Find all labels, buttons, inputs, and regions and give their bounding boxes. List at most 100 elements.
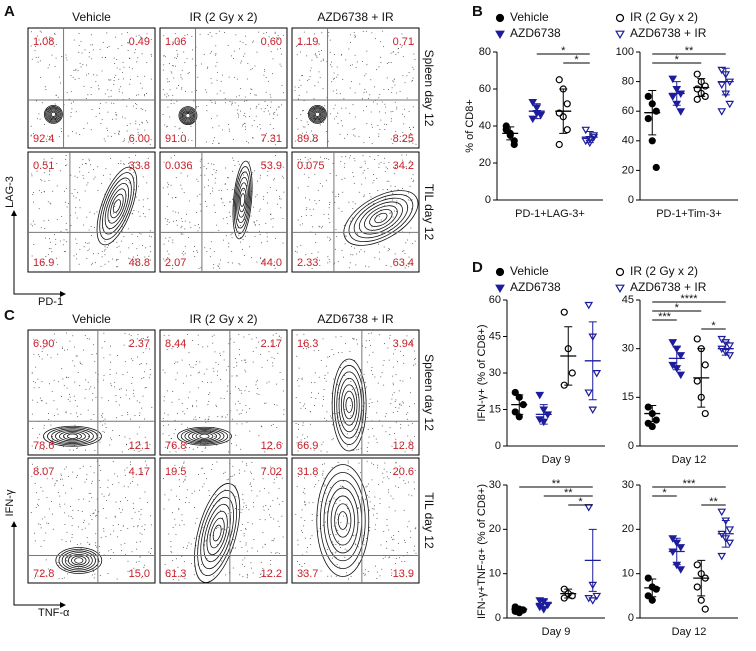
event-dot: [396, 211, 397, 212]
event-dot: [281, 66, 282, 67]
event-dot: [111, 90, 112, 91]
event-dot: [138, 334, 139, 335]
event-dot: [125, 497, 126, 498]
event-dot: [338, 412, 339, 413]
event-dot: [151, 548, 152, 549]
event-dot: [99, 113, 100, 114]
event-dot: [344, 409, 345, 410]
event-dot: [272, 226, 273, 227]
event-dot: [175, 534, 176, 535]
event-dot: [194, 538, 195, 539]
event-dot: [64, 504, 65, 505]
event-dot: [333, 498, 334, 499]
event-dot: [337, 530, 338, 531]
event-dot: [297, 486, 298, 487]
event-dot: [386, 413, 387, 414]
y-tick-label: 0: [495, 612, 501, 624]
event-dot: [85, 398, 86, 399]
event-dot: [206, 478, 207, 479]
event-dot: [56, 480, 57, 481]
quadrant-value: 8.07: [33, 466, 54, 478]
event-dot: [55, 66, 56, 67]
event-dot: [385, 112, 386, 113]
event-dot: [318, 252, 319, 253]
event-dot: [116, 242, 117, 243]
event-dot: [54, 415, 55, 416]
event-dot: [115, 112, 116, 113]
event-dot: [189, 352, 190, 353]
event-dot: [268, 110, 269, 111]
event-dot: [366, 340, 367, 341]
event-dot: [175, 420, 176, 421]
event-dot: [93, 554, 94, 555]
event-dot: [338, 261, 339, 262]
event-dot: [231, 251, 232, 252]
event-dot: [251, 462, 252, 463]
event-dot: [91, 226, 92, 227]
event-dot: [66, 188, 67, 189]
event-dot: [75, 207, 76, 208]
event-dot: [149, 236, 150, 237]
event-dot: [168, 194, 169, 195]
event-dot: [318, 82, 319, 83]
event-dot: [350, 381, 351, 382]
event-dot: [379, 129, 380, 130]
event-dot: [342, 250, 343, 251]
event-dot: [344, 138, 345, 139]
event-dot: [54, 380, 55, 381]
event-dot: [360, 167, 361, 168]
event-dot: [368, 98, 369, 99]
event-dot: [219, 31, 220, 32]
event-dot: [398, 543, 399, 544]
event-dot: [333, 108, 334, 109]
panel-label: A: [4, 3, 15, 20]
event-dot: [208, 163, 209, 164]
event-dot: [271, 51, 272, 52]
event-dot: [249, 431, 250, 432]
event-dot: [340, 486, 341, 487]
event-dot: [297, 437, 298, 438]
event-dot: [268, 509, 269, 510]
event-dot: [31, 174, 32, 175]
event-dot: [80, 362, 81, 363]
event-dot: [68, 377, 69, 378]
event-dot: [79, 78, 80, 79]
event-dot: [99, 108, 100, 109]
event-dot: [210, 248, 211, 249]
event-dot: [205, 447, 206, 448]
event-dot: [187, 545, 188, 546]
event-dot: [42, 102, 43, 103]
event-dot: [78, 499, 79, 500]
event-dot: [76, 258, 77, 259]
significance-label: *: [574, 54, 579, 66]
event-dot: [365, 163, 366, 164]
event-dot: [200, 161, 201, 162]
event-dot: [297, 380, 298, 381]
event-dot: [387, 77, 388, 78]
event-dot: [51, 251, 52, 252]
event-dot: [229, 202, 230, 203]
event-dot: [98, 88, 99, 89]
event-dot: [392, 376, 393, 377]
event-dot: [222, 528, 223, 529]
quadrant-value: 89.8: [297, 133, 318, 145]
event-dot: [232, 237, 233, 238]
event-dot: [242, 461, 243, 462]
event-dot: [403, 123, 404, 124]
event-dot: [39, 190, 40, 191]
event-dot: [70, 413, 71, 414]
quadrant-value: 2.17: [261, 338, 282, 350]
event-dot: [267, 192, 268, 193]
event-dot: [298, 429, 299, 430]
event-dot: [67, 573, 68, 574]
event-dot: [407, 412, 408, 413]
event-dot: [204, 473, 205, 474]
event-dot: [101, 493, 102, 494]
event-dot: [211, 36, 212, 37]
event-dot: [386, 548, 387, 549]
event-dot: [91, 519, 92, 520]
event-dot: [252, 548, 253, 549]
event-dot: [283, 409, 284, 410]
event-dot: [232, 466, 233, 467]
event-dot: [206, 92, 207, 93]
